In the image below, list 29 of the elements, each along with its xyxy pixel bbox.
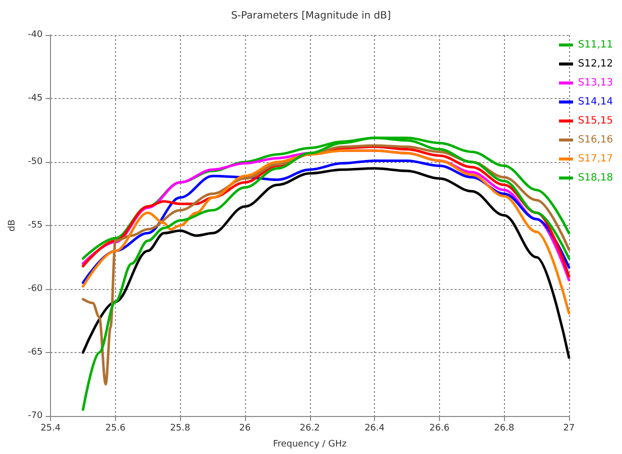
x-tick-label: 25.4 <box>40 424 61 434</box>
x-axis-title: Frequency / GHz <box>272 440 347 450</box>
x-tick-label: 26.6 <box>429 424 450 434</box>
y-tick-label: -55 <box>28 220 43 230</box>
x-tick-label: 26.2 <box>300 424 320 434</box>
legend-label: S16,16 <box>578 134 614 146</box>
legend-label: S13,13 <box>578 78 614 88</box>
y-tick-label: -70 <box>28 411 43 421</box>
legend-label: S15,15 <box>578 116 614 126</box>
legend-label: S11,11 <box>578 40 614 50</box>
y-tick-label: -50 <box>28 157 43 167</box>
legend-label: S18,18 <box>578 172 614 184</box>
x-tick-label: 26.4 <box>364 424 385 434</box>
y-tick-label: -65 <box>28 348 43 358</box>
legend-label: S17,17 <box>578 154 614 164</box>
x-tick-label: 27 <box>563 424 575 434</box>
x-tick-label: 25.6 <box>105 424 126 434</box>
x-tick-label: 26.8 <box>494 424 514 434</box>
y-tick-label: -40 <box>28 30 43 40</box>
x-tick-label: 25.8 <box>170 424 190 434</box>
y-tick-label: -60 <box>28 284 43 294</box>
x-tick-label: 26 <box>239 424 251 434</box>
y-axis-title: dB <box>8 220 18 232</box>
legend-label: S14,14 <box>578 96 614 108</box>
chart-title: S-Parameters [Magnitude in dB] <box>231 10 392 22</box>
line-series <box>82 167 570 359</box>
line-series <box>82 149 570 314</box>
y-tick-label: -45 <box>28 94 43 104</box>
legend-label: S12,12 <box>578 58 614 70</box>
